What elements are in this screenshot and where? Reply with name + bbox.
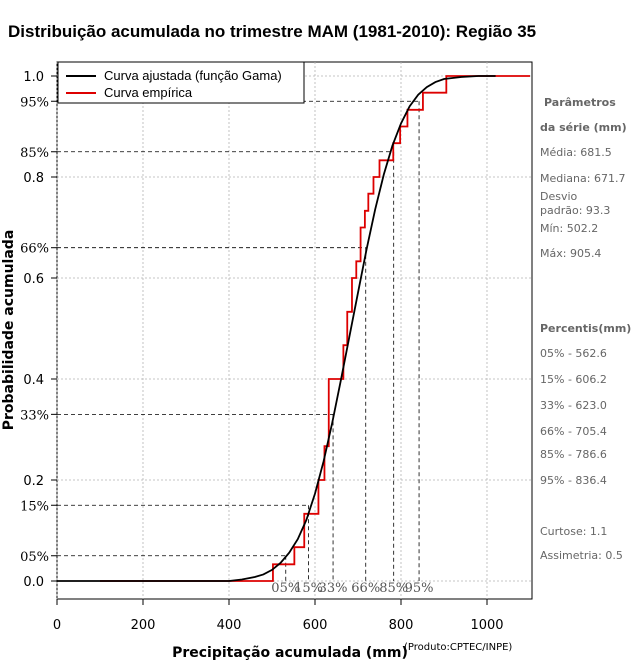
legend-label-empirical: Curva empírica	[104, 85, 193, 100]
stat-p15: 15% - 606.2	[540, 373, 607, 386]
stat-desvio-1: Desvio	[540, 190, 578, 203]
y-percentile-label: 66%	[20, 242, 49, 257]
y-percentile-label: 85%	[20, 146, 49, 161]
percentis-title: Percentis(mm)	[540, 322, 632, 335]
stat-max: Máx: 905.4	[540, 247, 602, 260]
y-percentile-label: 95%	[20, 95, 49, 110]
x-tick-label: 1000	[470, 618, 503, 633]
y-tick-label: 0.8	[23, 171, 44, 186]
stat-assimetria: Assimetria: 0.5	[540, 549, 623, 562]
x-tick-label: 200	[131, 618, 156, 633]
percentile-x-label: 15%	[294, 581, 323, 596]
chart-title: Distribuição acumulada no trimestre MAM …	[8, 22, 536, 41]
params-title-2: da série (mm)	[540, 121, 627, 134]
stat-desvio-2: padrão: 93.3	[540, 204, 611, 217]
stat-curtose: Curtose: 1.1	[540, 525, 608, 538]
percentile-x-label: 33%	[319, 581, 348, 596]
plot-frame	[56, 61, 533, 600]
y-tick-label: 0.2	[23, 474, 44, 489]
stat-media: Média: 681.5	[540, 146, 612, 159]
percentile-x-label: 95%	[405, 581, 434, 596]
y-percentile-label: 15%	[20, 499, 49, 514]
axes: 0 200 400 600 800 10000.00.20.40.60.81.005%15…	[20, 70, 503, 633]
credit: (Produto:CPTEC/INPE)	[404, 642, 512, 653]
y-tick-label: 0.6	[23, 272, 44, 287]
legend-label-fit: Curva ajustada (função Gama)	[104, 68, 282, 83]
x-tick-label: 0	[53, 618, 61, 633]
stat-p95: 95% - 836.4	[540, 474, 607, 487]
grid	[56, 62, 532, 599]
fitted-gamma-line	[57, 75, 496, 582]
stat-mediana: Mediana: 671.7	[540, 172, 626, 185]
percentile-lines	[57, 100, 420, 581]
stat-p66: 66% - 705.4	[540, 425, 607, 438]
y-tick-label: 0.4	[23, 373, 44, 388]
x-tick-label: 800	[389, 618, 414, 633]
percentile-x-label: 66%	[351, 581, 380, 596]
params-title-1: Parâmetros	[544, 96, 616, 109]
x-axis-label: Precipitação acumulada (mm)	[172, 645, 408, 660]
percentile-x-label: 05%	[271, 581, 300, 596]
legend-box	[57, 61, 305, 104]
stat-p33: 33% - 623.0	[540, 399, 607, 412]
y-percentile-label: 33%	[20, 408, 49, 423]
series-layer	[57, 75, 530, 582]
y-tick-label: 0.0	[23, 575, 44, 590]
empirical-step-line	[100, 75, 530, 582]
x-tick-label: 400	[217, 618, 242, 633]
y-percentile-label: 05%	[20, 550, 49, 565]
stat-min: Mín: 502.2	[540, 222, 599, 235]
stat-p85: 85% - 786.6	[540, 448, 607, 461]
y-axis-label: Probabilidade acumulada	[1, 230, 17, 431]
percentile-x-labels: 05%15%33% 66% 85%95%	[271, 581, 433, 596]
percentile-x-label: 85%	[379, 581, 408, 596]
legend: Curva ajustada (função Gama) Curva empír…	[57, 61, 305, 104]
x-tick-label: 600	[303, 618, 328, 633]
stat-p05: 05% - 562.6	[540, 347, 607, 360]
y-tick-label: 1.0	[23, 70, 44, 85]
